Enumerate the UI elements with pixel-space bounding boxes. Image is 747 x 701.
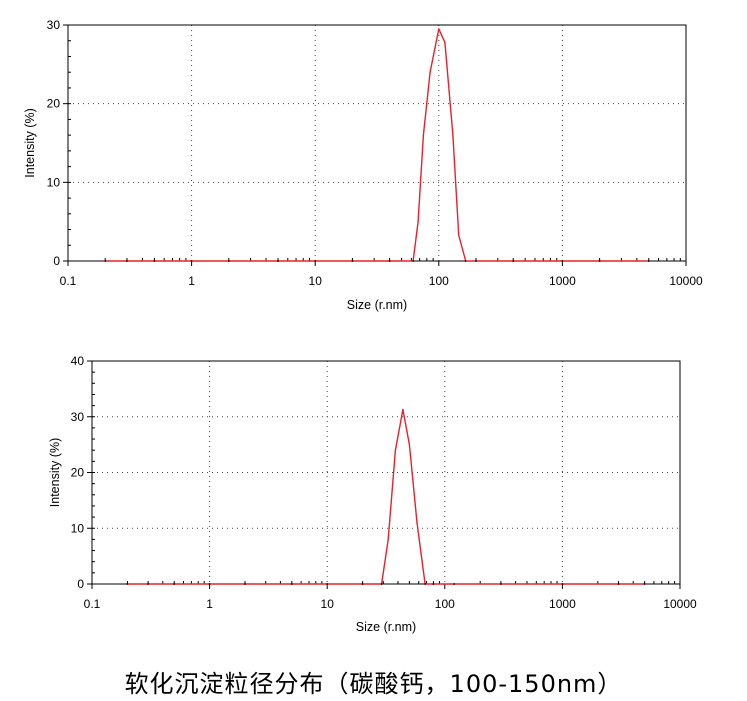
data-point: [244, 583, 246, 585]
y-tick-label: 0: [77, 577, 84, 591]
data-point: [408, 444, 410, 446]
data-point: [429, 71, 431, 73]
data-point: [208, 583, 211, 585]
y-tick-label: 40: [71, 354, 85, 368]
data-point: [512, 260, 515, 262]
data-point: [444, 41, 446, 43]
data-point: [452, 134, 454, 136]
y-tick-label: 10: [71, 521, 85, 535]
data-point: [173, 583, 176, 585]
plot-frame: [67, 24, 687, 262]
data-point: [153, 260, 156, 262]
data-point: [412, 260, 415, 262]
data-point: [424, 583, 427, 585]
data-point: [416, 522, 418, 524]
x-tick-label: 0.1: [84, 597, 101, 611]
data-point: [314, 260, 317, 262]
x-tick-label: 1: [188, 274, 195, 288]
data-point: [561, 260, 564, 262]
data-point: [417, 221, 419, 223]
data-point: [227, 260, 230, 262]
data-point: [290, 583, 293, 585]
data-point: [394, 449, 396, 451]
chart-top: 0.1 1 10 100 1000 10000 0 10 20 30 Size (r.nm) Inte…: [23, 18, 703, 312]
data-point: [432, 583, 435, 585]
data-point: [643, 583, 646, 585]
y-tick-label: 20: [47, 97, 61, 111]
intensity-series-line: [105, 28, 649, 262]
x-tick-label: 100: [429, 274, 449, 288]
x-tick-label: 0.1: [60, 274, 77, 288]
data-point: [326, 583, 329, 585]
y-axis-title: Intensity (%): [48, 438, 62, 507]
y-tick-label: 30: [71, 410, 85, 424]
y-tick-label: 10: [47, 175, 61, 189]
x-tick-label: 1: [206, 597, 213, 611]
data-point: [647, 260, 650, 262]
data-point: [438, 28, 440, 30]
data-point: [126, 583, 129, 585]
data-point: [351, 260, 354, 262]
figure-caption: 软化沉淀粒径分布（碳酸钙，100-150nm）: [124, 670, 623, 698]
x-axis-title: Size (r.nm): [347, 298, 407, 312]
data-point: [190, 260, 193, 262]
x-axis-title: Size (r.nm): [356, 620, 416, 634]
y-axis-title: Intensity (%): [23, 108, 37, 177]
y-tick-label: 0: [53, 254, 60, 268]
data-point: [458, 234, 460, 236]
data-point: [277, 260, 279, 262]
data-point: [598, 260, 601, 262]
data-point: [104, 260, 107, 262]
data-point: [422, 134, 424, 136]
x-tick-label: 10000: [663, 597, 697, 611]
x-tick-label: 10: [321, 597, 335, 611]
y-tick-label: 20: [71, 466, 85, 480]
data-point: [147, 583, 150, 585]
data-point: [500, 583, 502, 585]
data-point: [453, 583, 456, 585]
data-point: [464, 260, 467, 262]
data-point: [475, 260, 477, 262]
data-point: [561, 583, 564, 585]
x-tick-label: 1000: [549, 597, 576, 611]
y-tick-label: 30: [47, 18, 61, 32]
data-point: [402, 408, 404, 411]
chart-bottom: 0.1 1 10 100 1000 10000 0 10 20 30 40 Size (r.nm) In…: [48, 354, 697, 634]
x-tick-label: 10: [309, 274, 323, 288]
data-point: [617, 583, 620, 585]
x-tick-label: 100: [435, 597, 455, 611]
x-tick-label: 1000: [549, 274, 576, 288]
data-point: [380, 583, 383, 585]
data-point: [361, 583, 364, 585]
x-tick-label: 10000: [669, 274, 703, 288]
intensity-series-line: [127, 408, 645, 585]
data-point: [387, 538, 389, 541]
data-point: [126, 260, 128, 262]
data-point: [388, 260, 391, 262]
